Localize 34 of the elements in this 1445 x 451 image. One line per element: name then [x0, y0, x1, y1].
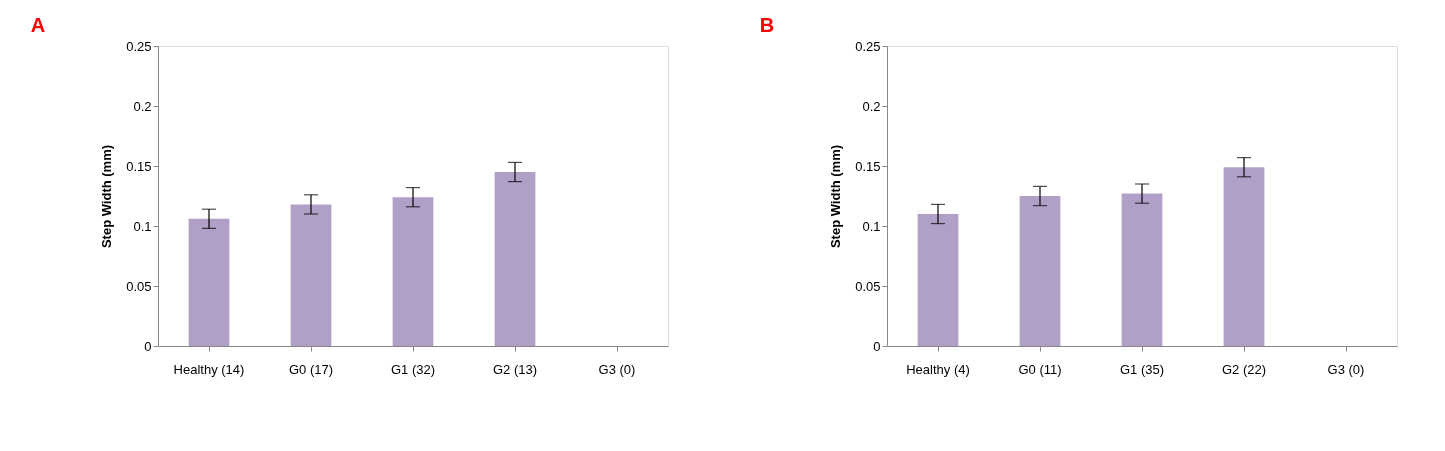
bar	[917, 214, 959, 346]
bar	[188, 218, 230, 346]
x-tick-label: G1 (32)	[390, 361, 436, 377]
x-tick-label: G2 (13)	[492, 361, 538, 377]
bar	[392, 197, 434, 346]
y-tick-label: 0.1	[133, 218, 152, 234]
chart-title: A	[30, 14, 46, 36]
x-tick-label: G0 (17)	[288, 361, 334, 377]
x-tick-label: G1 (35)	[1119, 361, 1165, 377]
y-tick-label: 0.05	[126, 278, 152, 294]
y-tick-label: 0.2	[862, 98, 881, 114]
bar	[1121, 193, 1163, 346]
bar	[1019, 196, 1061, 346]
bar	[494, 172, 536, 346]
y-tick-label: 0.15	[855, 158, 881, 174]
y-tick-label: 0.25	[855, 38, 881, 54]
y-tick-label: 0.1	[862, 218, 881, 234]
y-tick-label: 0.25	[126, 38, 152, 54]
x-tick-label: Healthy (14)	[173, 361, 245, 377]
x-tick-label: Healthy (4)	[906, 361, 970, 377]
x-tick-label: G2 (22)	[1221, 361, 1267, 377]
x-tick-label: G3 (0)	[1327, 361, 1365, 377]
chart-title: B	[759, 14, 775, 36]
bar	[290, 204, 332, 346]
x-tick-label: G3 (0)	[598, 361, 636, 377]
y-axis-title: Step Width (mm)	[828, 144, 844, 249]
y-tick-label: 0.15	[126, 158, 152, 174]
x-tick-label: G0 (11)	[1018, 361, 1062, 377]
y-axis-title: Step Width (mm)	[99, 144, 115, 249]
y-tick-label: 0	[873, 338, 881, 354]
y-tick-label: 0.05	[855, 278, 881, 294]
bar	[1223, 167, 1265, 346]
y-tick-label: 0.2	[133, 98, 152, 114]
y-tick-label: 0	[144, 338, 152, 354]
